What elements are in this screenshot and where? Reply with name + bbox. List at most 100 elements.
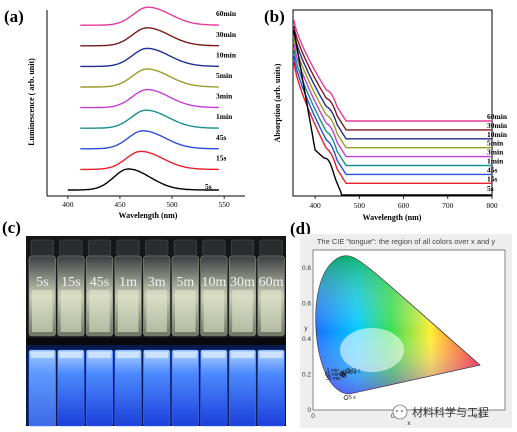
vial-liquid bbox=[117, 290, 139, 332]
vial-liquid bbox=[89, 290, 110, 332]
panel-d-label: (d) bbox=[290, 219, 311, 238]
panel-b-curve-15s bbox=[293, 61, 492, 184]
vial-uv bbox=[257, 349, 285, 427]
vial-cap bbox=[202, 239, 226, 257]
vial-uv bbox=[228, 349, 257, 427]
vial-uv bbox=[114, 349, 142, 427]
vial-liquid bbox=[203, 290, 225, 332]
cie-y-axis-label: y bbox=[304, 325, 308, 332]
vial-uv bbox=[28, 349, 56, 427]
vial-uv bbox=[171, 349, 199, 427]
panel-b-curve-label: 45s bbox=[487, 165, 498, 174]
vial-uv bbox=[200, 349, 228, 427]
panel-a-curve-label: 15s bbox=[216, 153, 227, 162]
panel-b-curve-label: 15s bbox=[487, 174, 498, 183]
panel-a-curve-5s bbox=[67, 168, 219, 191]
vial-uv-meniscus bbox=[174, 352, 197, 358]
panel-a-x-ticks: 400 450 500 550 bbox=[62, 196, 230, 209]
panel-c-photo: 5s 15s 45s 1m 3m 5m 10m 30m 60m (c) bbox=[2, 218, 286, 427]
vial-uv-highlight bbox=[29, 358, 56, 426]
panel-d-cie: (d) The CIE "tongue": the region of all … bbox=[290, 219, 512, 428]
cie-point-label: 45 s bbox=[347, 370, 357, 376]
panel-b-curve-label: 10min bbox=[487, 130, 508, 139]
vials-daylight: 5s 15s 45s 1m 3m 5m 10m 30m 60m bbox=[28, 239, 285, 337]
panel-b-x-ticks: 400 500 600 700 800 bbox=[309, 196, 498, 210]
panel-b-x-axis-label: Wavelength (nm) bbox=[363, 213, 422, 222]
vial-label: 60m bbox=[259, 275, 284, 290]
vial-label: 1m bbox=[119, 275, 137, 290]
vial-uv-meniscus bbox=[59, 352, 83, 358]
vial-liquid bbox=[232, 290, 253, 332]
panel-b-curve-1min bbox=[293, 49, 492, 167]
cie-point-label: 60 min bbox=[325, 372, 340, 378]
cie-x-tick-label: 0.8 bbox=[474, 413, 483, 420]
panel-b-absorption: (b) 400 500 600 700 800 Wavelength (nm) Abso… bbox=[264, 7, 508, 222]
panel-b-curve-label: 30min bbox=[487, 121, 508, 130]
cie-y-tick-label: 0.2 bbox=[302, 371, 311, 378]
vial-cap bbox=[145, 239, 169, 257]
panel-a-x-tick-label: 450 bbox=[114, 200, 126, 209]
panel-b-frame bbox=[292, 9, 493, 197]
cie-x-axis-label: x bbox=[407, 420, 411, 427]
panel-a-curve-45s bbox=[80, 130, 219, 150]
panel-a-curve-label: 60min bbox=[216, 9, 237, 18]
vial-uv bbox=[85, 349, 114, 427]
panel-b-y-axis-label: Absorption (arb. units) bbox=[273, 63, 282, 142]
vial-uv-meniscus bbox=[88, 352, 111, 358]
panel-a-curve-60min bbox=[80, 6, 219, 26]
panel-a-curve-label: 5min bbox=[216, 71, 233, 80]
cie-point bbox=[341, 372, 347, 378]
vial-liquid bbox=[32, 290, 53, 332]
vial-label: 10m bbox=[201, 275, 226, 290]
cie-y-tick-label: 0 bbox=[307, 407, 311, 414]
vial-cap bbox=[30, 239, 54, 257]
cie-tongue bbox=[315, 255, 481, 395]
panel-b-curve-label: 1min bbox=[487, 157, 504, 166]
panel-b-x-tick-label: 800 bbox=[486, 201, 498, 210]
panel-a-x-tick-label: 550 bbox=[219, 200, 231, 209]
cie-white-point bbox=[340, 328, 404, 372]
wechat-icon bbox=[392, 404, 408, 420]
cie-title: The CIE "tongue": the region of all colo… bbox=[317, 237, 496, 246]
cie-point-label: 1 min bbox=[327, 368, 339, 374]
panel-b-curve-label: 60min bbox=[487, 112, 508, 121]
vials-uv bbox=[28, 349, 285, 427]
panel-a-curve-1min bbox=[80, 109, 219, 129]
vial-liquid bbox=[260, 290, 282, 332]
panel-a-y-axis-label: Luminescence ( arb. unit) bbox=[27, 58, 36, 146]
vial-uv-meniscus bbox=[31, 352, 54, 358]
panel-b-x-tick-label: 600 bbox=[398, 201, 410, 210]
vial-liquid bbox=[146, 290, 167, 332]
vial-uv-meniscus bbox=[259, 352, 283, 358]
panel-a-luminescence: (a) 400 450 500 550 Wavelength (nm) Lumines… bbox=[4, 6, 245, 220]
panel-b-curve-10min bbox=[293, 31, 492, 140]
panel-a-curve-label: 5s bbox=[205, 182, 212, 191]
panel-b-curve-label: 5min bbox=[487, 139, 504, 148]
cie-point-label: 5 s bbox=[349, 395, 356, 401]
panel-a-x-tick-label: 500 bbox=[166, 200, 178, 209]
panel-a-curve-30min bbox=[80, 27, 219, 47]
cie-point-label: 30 min bbox=[326, 376, 341, 382]
panel-a-curves: 5s 15s 45s 1min 3min 5min 10min 30min 60min bbox=[67, 6, 237, 191]
vial-liquid bbox=[60, 290, 82, 332]
panel-b-curve-label: 3min bbox=[487, 148, 504, 157]
vial-label: 45s bbox=[90, 275, 109, 290]
panel-a-x-axis-label: Wavelength (nm) bbox=[119, 211, 178, 220]
panel-a-curve-label: 1min bbox=[216, 112, 233, 121]
panel-b-x-tick-label: 500 bbox=[354, 201, 366, 210]
vial-label: 5m bbox=[176, 275, 194, 290]
cie-y-tick-label: 0.8 bbox=[302, 265, 311, 272]
vial-uv-meniscus bbox=[231, 352, 254, 358]
panel-b-curve-label: 5s bbox=[487, 184, 494, 193]
cie-point bbox=[340, 372, 346, 377]
cie-y-tick-label: 0.4 bbox=[302, 336, 311, 343]
watermark-text: 材料科学与工程 bbox=[412, 405, 489, 419]
vial-liquid bbox=[175, 290, 196, 332]
panel-a-curve-label: 45s bbox=[216, 133, 227, 142]
cie-point bbox=[345, 368, 351, 374]
panel-a-label: (a) bbox=[4, 7, 24, 26]
vial-uv-meniscus bbox=[202, 352, 226, 358]
watermark: 材料科学与工程 bbox=[392, 404, 489, 420]
